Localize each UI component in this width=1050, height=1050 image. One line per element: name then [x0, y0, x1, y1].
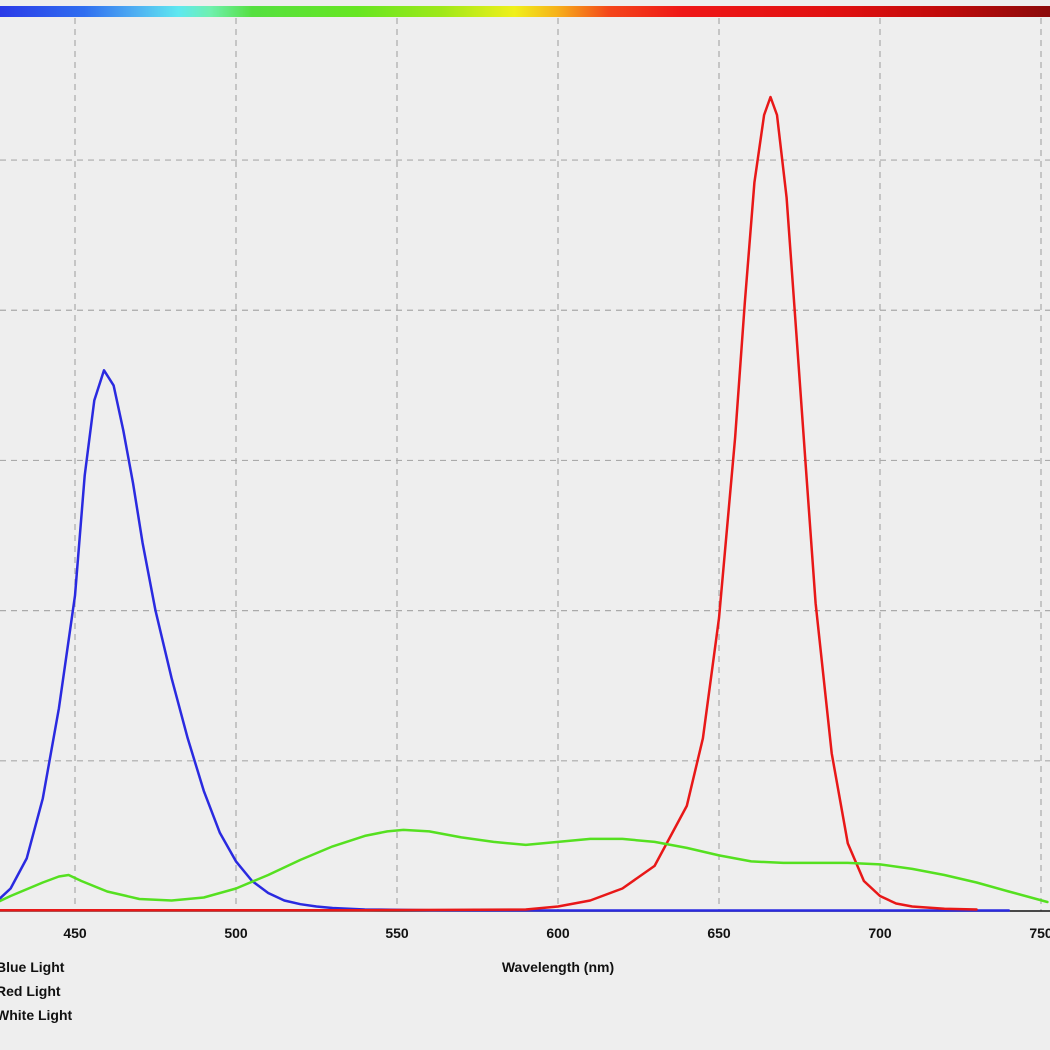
x-tick-label-650: 650	[707, 925, 731, 941]
x-tick-label-500: 500	[224, 925, 248, 941]
series-lines	[0, 95, 1049, 912]
legend-item-blue-light: Blue Light	[0, 959, 65, 975]
x-tick-labels: 450 500 550 600 650 700 750	[63, 925, 1050, 941]
x-tick-label-600: 600	[546, 925, 570, 941]
visible-spectrum-color-bar	[0, 6, 1050, 17]
legend: Blue Light Red Light White Light	[0, 959, 73, 1023]
x-tick-label-750: 750	[1029, 925, 1050, 941]
x-tick-label-550: 550	[385, 925, 409, 941]
series-line-white-light	[0, 828, 1049, 904]
x-tick-label-450: 450	[63, 925, 87, 941]
legend-item-red-light: Red Light	[0, 983, 61, 999]
x-tick-label-700: 700	[868, 925, 892, 941]
series-line-red-light	[0, 95, 978, 912]
x-axis-title: Wavelength (nm)	[502, 959, 614, 975]
grid-lines	[0, 18, 1050, 911]
series-line-blue-light	[0, 369, 1011, 912]
legend-item-white-light: White Light	[0, 1007, 73, 1023]
